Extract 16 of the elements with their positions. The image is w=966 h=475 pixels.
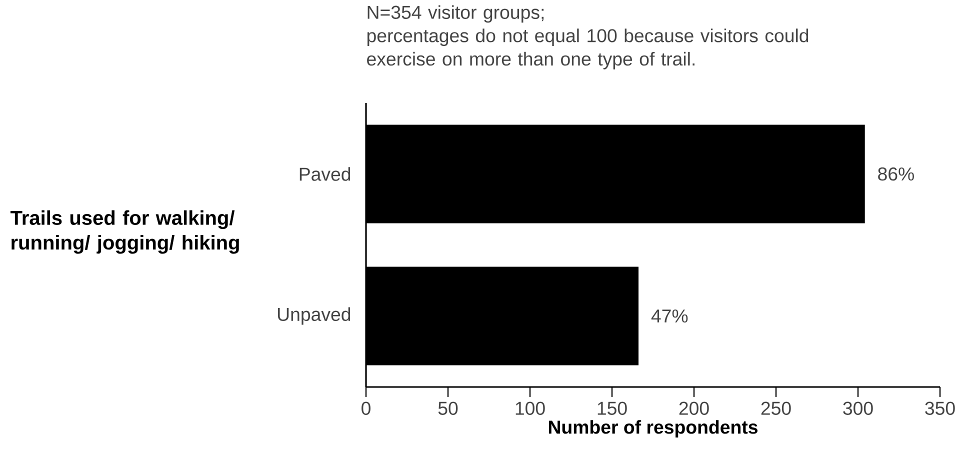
x-tick-label: 350 [925, 402, 955, 415]
x-tick-label: 100 [516, 402, 545, 415]
x-tick-label: 150 [598, 402, 627, 415]
x-tick-label: 200 [679, 402, 709, 415]
x-tick-label: 250 [761, 402, 791, 415]
annotation: 47% [651, 309, 688, 323]
y-tick-label: Unpaved [278, 307, 350, 325]
text: N=354 visitor groups; [368, 5, 544, 23]
annotation: 86% [878, 167, 914, 181]
text: Trails used for walking/ running/ jogging/ hiking [10, 210, 239, 254]
text: percentages do not equal 100 because visitors could exercise on more than one type of trail. [367, 28, 808, 70]
x-tick-label: 0 [362, 402, 370, 415]
y-tick-label: Paved [300, 167, 350, 181]
x-tick-label: 50 [438, 402, 458, 415]
x-axis-title: Number of respondents [548, 420, 758, 438]
x-tick-label: 300 [843, 402, 873, 415]
